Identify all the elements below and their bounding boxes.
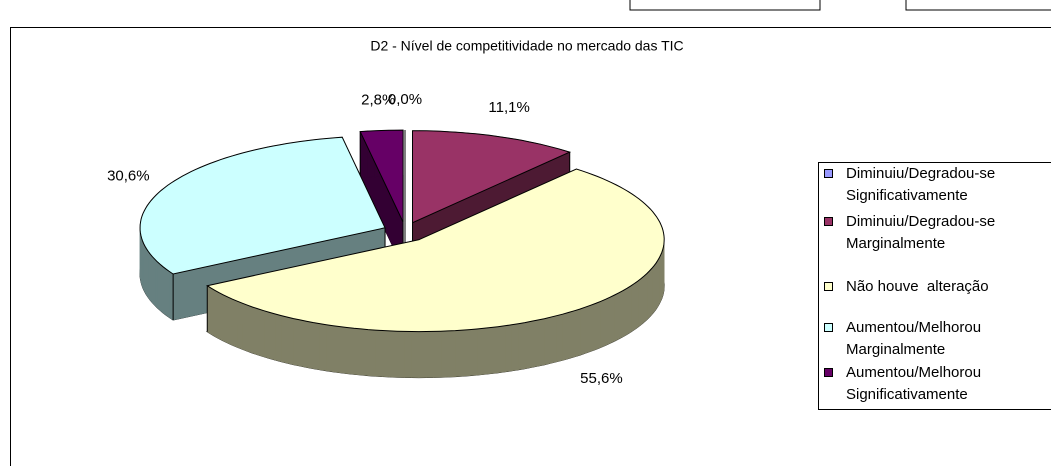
pie-side <box>649 267 653 318</box>
pie-side <box>293 318 301 367</box>
pie-side <box>360 328 369 376</box>
legend-swatch <box>824 282 833 291</box>
pie-side <box>389 330 398 378</box>
pie-side <box>614 292 620 342</box>
pie-side <box>447 330 456 378</box>
pie-side <box>411 331 420 378</box>
pie-side <box>418 331 427 378</box>
pie-side <box>483 327 492 375</box>
pie-side <box>306 320 314 369</box>
pie-side <box>375 329 383 377</box>
pie-side <box>332 325 341 373</box>
pie-side <box>640 275 645 326</box>
pie-side <box>319 323 327 372</box>
legend-swatch <box>824 323 833 332</box>
pie-side <box>169 271 174 321</box>
pie-side <box>556 313 563 363</box>
pie-side <box>579 306 586 356</box>
legend-swatch <box>824 169 833 178</box>
data-label: 0,0% <box>388 91 422 108</box>
pie-top <box>359 129 404 223</box>
pie-top <box>206 168 665 333</box>
pie-side <box>595 300 601 350</box>
toolbar-box <box>905 0 1051 11</box>
pie-side <box>312 322 320 370</box>
pie-side <box>382 330 390 378</box>
pie-side <box>584 304 591 354</box>
pie-side <box>531 319 539 368</box>
pie-side <box>469 328 478 376</box>
pie-side <box>524 320 532 369</box>
pie-side <box>281 315 288 364</box>
data-label: 30,6% <box>107 167 150 184</box>
pie-side <box>353 327 362 376</box>
pie-side <box>504 324 512 373</box>
pie-side <box>433 330 442 378</box>
pie-side <box>159 263 164 314</box>
pie-side <box>275 313 282 362</box>
pie-side <box>476 327 485 376</box>
pie-side <box>622 287 628 338</box>
pie-side <box>165 268 170 319</box>
pie-side <box>511 323 519 372</box>
pie-side <box>152 255 156 306</box>
pie-side <box>626 285 632 335</box>
pie-side <box>600 298 606 348</box>
pie-side <box>550 315 557 364</box>
data-label: 11,1% <box>488 99 529 116</box>
legend-label: Aumentou/Melhorou Marginalmente <box>846 319 981 358</box>
pie-side <box>630 282 635 333</box>
pie-side <box>651 264 655 316</box>
legend-label: Diminuiu/Degradou-se Significativamente <box>846 165 995 204</box>
pie-side <box>455 329 463 377</box>
legend-swatch <box>824 217 833 226</box>
pie-side <box>396 330 405 378</box>
pie-side <box>462 329 470 377</box>
pie-side <box>518 322 526 371</box>
pie-side <box>269 312 276 361</box>
pie-side <box>367 329 376 377</box>
pie-side <box>637 277 642 328</box>
chart-title: D2 - Nível de competitividade no mercado… <box>370 38 683 54</box>
pie-side <box>162 266 167 316</box>
pie-side <box>562 312 569 361</box>
data-label: 2,8% <box>361 92 395 109</box>
pie-side <box>544 316 551 366</box>
pie-side <box>609 294 615 344</box>
pie-side <box>154 258 158 309</box>
pie-slice <box>206 168 665 379</box>
pie-side <box>326 324 334 373</box>
pie-side <box>618 290 624 340</box>
data-label: 55,6% <box>580 370 623 387</box>
pie-side <box>646 270 650 321</box>
pie-top <box>139 136 386 275</box>
legend-swatch <box>824 368 833 377</box>
pie-side <box>440 330 449 378</box>
legend-label: Aumentou/Melhorou Significativamente <box>846 364 981 403</box>
pie-side <box>149 253 153 304</box>
pie-side <box>573 308 581 358</box>
pie-side <box>339 326 348 374</box>
pie-side <box>490 326 499 374</box>
pie-side <box>643 272 648 323</box>
pie-side <box>299 319 307 368</box>
pie-top <box>412 130 572 224</box>
legend-box <box>818 162 1051 410</box>
pie-side <box>404 331 412 378</box>
pie-side <box>287 316 294 365</box>
pie-side <box>605 296 611 346</box>
pie-side <box>425 331 434 378</box>
pie-side <box>634 280 639 331</box>
pie-side <box>537 318 545 367</box>
pie-side <box>590 302 596 352</box>
legend-label: Diminuiu/Degradou-se Marginalmente <box>846 213 995 252</box>
legend-label: Não houve alteração <box>846 278 989 295</box>
pie-side <box>157 261 161 311</box>
toolbar-box <box>629 0 821 11</box>
pie-side <box>497 325 506 374</box>
pie-side <box>346 327 355 375</box>
pie-side <box>568 310 575 359</box>
